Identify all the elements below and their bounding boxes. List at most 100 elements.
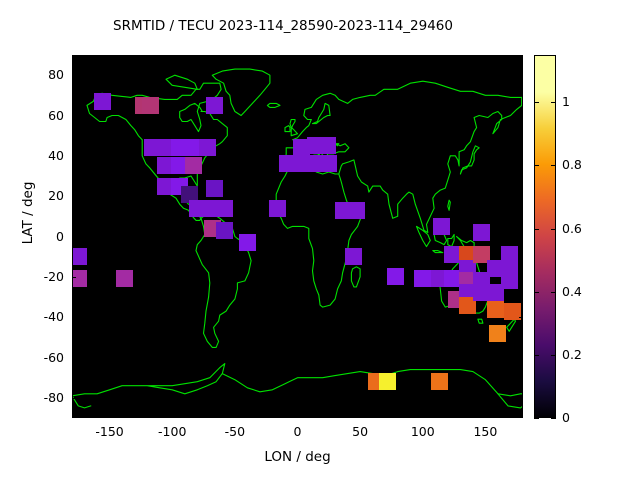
y-axis-tick-label: 20 <box>48 188 64 204</box>
colorbar-tick-mark <box>551 354 556 356</box>
coastline-path <box>266 102 281 108</box>
coastline-path <box>284 125 291 133</box>
x-axis-tick-label: 0 <box>293 424 302 439</box>
y-axis-tick-mark <box>519 75 523 77</box>
x-axis-tick-mark <box>422 414 424 418</box>
y-axis-tick-label: 80 <box>48 67 64 83</box>
data-marker <box>347 201 365 219</box>
colorbar-tick-mark <box>551 165 556 167</box>
x-axis-tick-label: -50 <box>224 424 246 439</box>
map-plot-area <box>72 55 523 418</box>
x-axis-tick-mark <box>485 55 487 59</box>
data-marker <box>185 139 203 157</box>
coastline-path <box>459 145 480 175</box>
y-axis-tick-label: -60 <box>43 349 64 365</box>
y-axis-tick-label: 0 <box>56 228 64 244</box>
data-marker <box>185 157 203 175</box>
colorbar-tick-label: 0.8 <box>562 157 582 173</box>
coastline-path <box>86 82 222 133</box>
colorbar-tick-mark <box>534 354 539 356</box>
x-axis-tick-mark <box>109 55 111 59</box>
x-axis-tick-mark <box>172 55 174 59</box>
data-marker <box>116 270 134 288</box>
colorbar-tick-mark <box>534 165 539 167</box>
coastline-path <box>72 363 226 397</box>
data-marker <box>278 155 296 173</box>
data-marker <box>198 199 216 217</box>
page-title: SRMTID / TECU 2023-114_28590-2023-114_29… <box>113 18 453 34</box>
x-axis-tick-mark <box>234 414 236 418</box>
coastline-path <box>506 318 517 332</box>
data-marker <box>171 139 189 157</box>
coastline-path <box>338 96 523 234</box>
colorbar-tick-mark <box>534 102 539 104</box>
coastline-path <box>350 266 361 288</box>
y-axis-tick-mark <box>519 317 523 319</box>
x-axis-tick-mark <box>485 414 487 418</box>
data-marker <box>157 139 175 157</box>
data-marker <box>171 157 189 175</box>
colorbar-tick-mark <box>551 418 556 419</box>
y-axis-tick-mark <box>72 196 76 198</box>
data-marker <box>216 199 234 217</box>
data-marker <box>500 272 518 290</box>
y-axis-tick-mark <box>519 357 523 359</box>
colorbar-tick-mark <box>551 228 556 230</box>
y-axis-tick-mark <box>72 397 76 399</box>
data-marker <box>143 139 161 157</box>
y-axis-tick-mark <box>519 276 523 278</box>
data-marker <box>489 324 507 342</box>
colorbar <box>534 55 556 418</box>
coastline-path <box>289 118 299 137</box>
data-marker <box>345 248 363 266</box>
y-axis-tick-mark <box>72 236 76 238</box>
colorbar-tick-mark <box>534 228 539 230</box>
colorbar-tick-mark <box>551 102 556 104</box>
x-axis-tick-mark <box>234 55 236 59</box>
colorbar-tick-label: 1 <box>562 94 570 110</box>
data-marker <box>319 137 337 155</box>
coastline-path <box>477 318 484 324</box>
colorbar-tick-mark <box>534 291 539 293</box>
x-axis-tick-label: -100 <box>158 424 187 439</box>
data-marker <box>72 248 87 266</box>
colorbar-tick-mark <box>551 291 556 293</box>
data-marker <box>292 139 310 157</box>
colorbar-tick-label: 0.4 <box>562 283 582 299</box>
x-axis-tick-label: 100 <box>410 424 435 439</box>
colorbar-tick-label: 0.6 <box>562 220 582 236</box>
x-axis-tick-mark <box>109 414 111 418</box>
data-marker <box>206 96 224 114</box>
y-axis-tick-label: -20 <box>43 268 64 284</box>
data-marker <box>486 284 504 302</box>
data-marker <box>216 221 234 239</box>
data-marker <box>157 177 175 195</box>
data-marker <box>379 373 397 391</box>
coastline-path <box>284 80 523 163</box>
y-axis-tick-label: -80 <box>43 389 64 405</box>
data-marker <box>238 234 256 252</box>
coastline-path <box>415 225 431 248</box>
data-marker <box>198 139 216 157</box>
y-axis-label: LAT / deg <box>20 181 36 245</box>
data-marker <box>414 270 432 288</box>
data-marker <box>142 96 160 114</box>
data-marker <box>504 302 522 320</box>
data-marker <box>433 217 451 235</box>
y-axis-tick-mark <box>519 115 523 117</box>
x-axis-tick-mark <box>360 414 362 418</box>
data-marker <box>386 268 404 286</box>
data-marker <box>486 260 504 278</box>
coastline-path <box>497 393 523 409</box>
y-axis-tick-label: 40 <box>48 147 64 163</box>
y-axis-tick-mark <box>72 357 76 359</box>
colorbar-gradient <box>535 56 555 417</box>
x-axis-tick-mark <box>360 55 362 59</box>
y-axis-tick-mark <box>72 75 76 77</box>
data-marker <box>268 199 286 217</box>
y-axis-tick-mark <box>72 115 76 117</box>
data-marker <box>430 373 448 391</box>
x-axis-tick-mark <box>422 55 424 59</box>
y-axis-tick-mark <box>519 397 523 399</box>
